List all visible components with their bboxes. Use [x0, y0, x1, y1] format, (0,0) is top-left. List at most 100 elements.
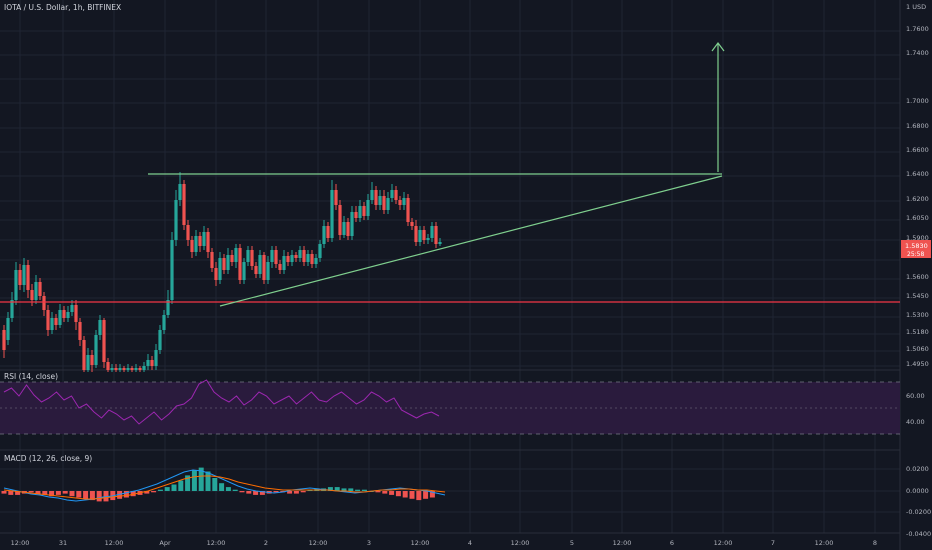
candle-body[interactable] — [226, 255, 230, 270]
candle-body[interactable] — [338, 205, 342, 235]
price-axis[interactable]: 1 USD 1.7600 1.7400 1.7000 1.6800 1.6600… — [901, 3, 931, 538]
candle-body[interactable] — [110, 368, 114, 370]
candle-body[interactable] — [406, 198, 410, 222]
candle-body[interactable] — [430, 226, 434, 238]
candle-body[interactable] — [318, 244, 322, 258]
candle-body[interactable] — [434, 226, 438, 244]
candle-body[interactable] — [354, 212, 358, 218]
candle-body[interactable] — [306, 254, 310, 262]
candle-body[interactable] — [238, 248, 242, 280]
candle-body[interactable] — [410, 222, 414, 226]
candle-body[interactable] — [350, 212, 354, 236]
candle-body[interactable] — [438, 242, 442, 244]
candle-body[interactable] — [294, 255, 298, 258]
signal-line[interactable] — [3, 475, 446, 500]
candle-body[interactable] — [90, 355, 94, 365]
candle-body[interactable] — [170, 240, 174, 300]
main-pane-background[interactable] — [0, 0, 900, 370]
candle-body[interactable] — [398, 200, 402, 205]
candle-body[interactable] — [234, 248, 238, 262]
candle-body[interactable] — [10, 300, 14, 318]
candle-body[interactable] — [46, 310, 50, 330]
candle-body[interactable] — [346, 222, 350, 236]
candle-body[interactable] — [418, 230, 422, 242]
candle-body[interactable] — [278, 264, 282, 270]
candle-body[interactable] — [118, 368, 122, 370]
candle-body[interactable] — [358, 206, 362, 218]
candle-body[interactable] — [102, 320, 106, 362]
candle-body[interactable] — [222, 258, 226, 270]
candle-body[interactable] — [322, 226, 326, 244]
candle-body[interactable] — [290, 255, 294, 262]
ascending-trendline[interactable] — [219, 175, 723, 307]
candle-body[interactable] — [186, 225, 190, 240]
candle-body[interactable] — [166, 300, 170, 315]
candle-body[interactable] — [138, 368, 142, 370]
candle-body[interactable] — [374, 190, 378, 205]
candle-body[interactable] — [202, 232, 206, 246]
candle-body[interactable] — [282, 256, 286, 270]
candle-body[interactable] — [70, 305, 74, 312]
candle-body[interactable] — [326, 226, 330, 238]
candle-body[interactable] — [362, 206, 366, 216]
candle-body[interactable] — [370, 190, 374, 200]
candle-body[interactable] — [82, 340, 86, 370]
candle-body[interactable] — [386, 198, 390, 210]
rsi-title[interactable]: RSI (14, close) — [4, 372, 58, 381]
candle-body[interactable] — [366, 200, 370, 216]
candle-body[interactable] — [246, 250, 250, 262]
candle-body[interactable] — [42, 296, 46, 310]
candle-body[interactable] — [34, 282, 38, 300]
candle-body[interactable] — [158, 330, 162, 350]
candle-body[interactable] — [334, 190, 338, 205]
candle-body[interactable] — [26, 265, 30, 290]
candle-body[interactable] — [414, 226, 418, 242]
candle-body[interactable] — [50, 318, 54, 330]
candle-body[interactable] — [134, 368, 138, 370]
candle-body[interactable] — [394, 190, 398, 200]
macd-line[interactable] — [3, 469, 446, 502]
candle-body[interactable] — [250, 250, 254, 266]
candle-body[interactable] — [98, 320, 102, 335]
candle-body[interactable] — [258, 255, 262, 274]
candle-body[interactable] — [254, 266, 258, 274]
candle-body[interactable] — [378, 196, 382, 205]
candle-body[interactable] — [426, 238, 430, 240]
candle-body[interactable] — [14, 270, 18, 300]
candle-body[interactable] — [38, 282, 42, 296]
symbol-title[interactable]: IOTA / U.S. Dollar, 1h, BITFINEX — [4, 3, 121, 12]
candle-body[interactable] — [310, 254, 314, 264]
time-axis[interactable]: 12:00 31 12:00 Apr 12:00 2 12:00 3 12:00 4 12:00 5 1… — [11, 539, 877, 547]
candle-body[interactable] — [262, 255, 266, 280]
candle-body[interactable] — [74, 305, 78, 322]
rsi-line[interactable] — [3, 379, 440, 425]
candle-body[interactable] — [78, 322, 82, 340]
candle-body[interactable] — [162, 315, 166, 330]
candle-body[interactable] — [286, 256, 290, 262]
candle-body[interactable] — [422, 230, 426, 240]
candle-body[interactable] — [214, 268, 218, 280]
candle-body[interactable] — [30, 290, 34, 300]
candle-body[interactable] — [274, 250, 278, 264]
candle-body[interactable] — [22, 265, 26, 285]
macd-title[interactable]: MACD (12, 26, close, 9) — [4, 454, 92, 463]
candle-body[interactable] — [242, 262, 246, 280]
candle-body[interactable] — [198, 236, 202, 246]
candle-body[interactable] — [2, 330, 6, 350]
candle-body[interactable] — [178, 184, 182, 200]
candle-body[interactable] — [266, 262, 270, 280]
candle-body[interactable] — [314, 258, 318, 264]
candle-body[interactable] — [342, 222, 346, 235]
candle-body[interactable] — [130, 368, 134, 370]
candle-body[interactable] — [126, 368, 130, 370]
candle-body[interactable] — [18, 270, 22, 285]
candle-body[interactable] — [62, 310, 66, 318]
candle-body[interactable] — [106, 362, 110, 370]
candle-body[interactable] — [174, 200, 178, 240]
candle-body[interactable] — [58, 310, 62, 325]
candle-body[interactable] — [218, 258, 222, 280]
candle-body[interactable] — [298, 250, 302, 258]
candle-body[interactable] — [210, 252, 214, 268]
candle-body[interactable] — [390, 190, 394, 198]
